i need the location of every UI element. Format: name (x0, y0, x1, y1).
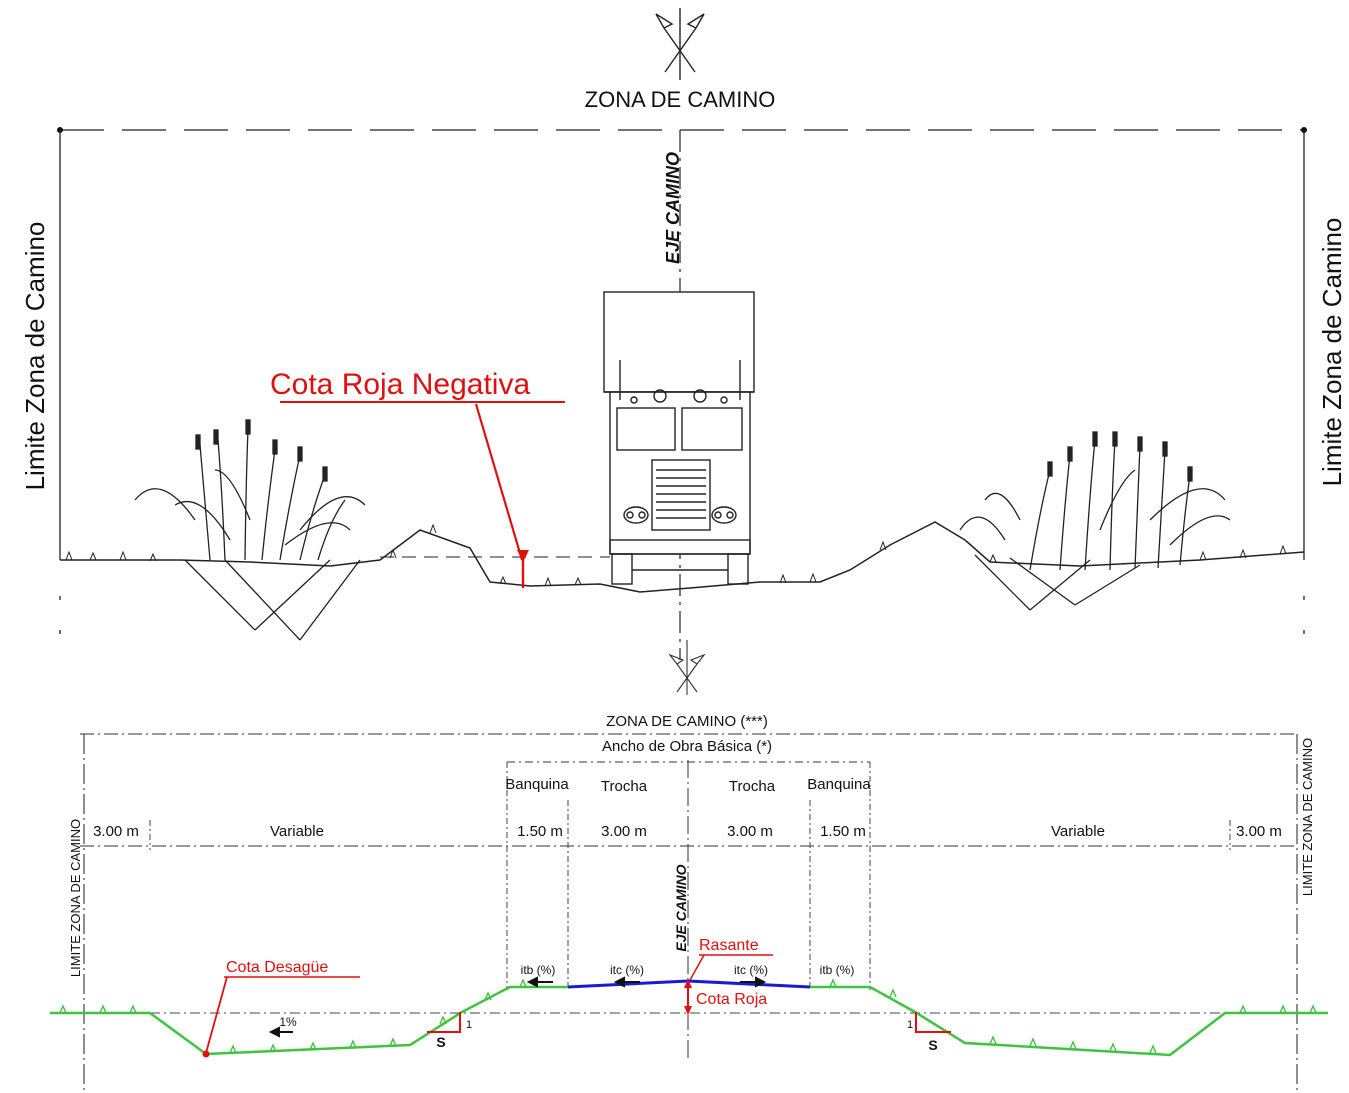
itc-left-label: itc (%) (610, 963, 644, 977)
banquina-left-label: Banquina (505, 776, 569, 793)
bottom-subtitle: Ancho de Obra Básica (*) (602, 738, 772, 755)
itc-right-label: itc (%) (734, 963, 768, 977)
cota-roja-negativa-leader (474, 403, 524, 561)
dim-right-variable: Variable (1051, 823, 1105, 840)
left-slope-rise: 1 (466, 1019, 472, 1031)
rasante-leader (689, 954, 705, 981)
right-slope-triangle (915, 1012, 951, 1033)
dim-right-banquina: 1.50 m (820, 823, 866, 840)
trocha-left-label: Trocha (601, 778, 648, 795)
band-reference-lines (149, 762, 1231, 990)
dim-left-variable: Variable (270, 823, 324, 840)
cota-roja-arrowhead-top (684, 979, 692, 988)
top-grass-tufts (65, 523, 1287, 587)
right-slope-rise: 1 (907, 1019, 913, 1031)
dim-right-trocha: 3.00 m (727, 823, 773, 840)
bottom-grass-tufts (59, 978, 1317, 1054)
dim-right-edge: 3.00 m (1236, 823, 1282, 840)
cota-desague-leader (205, 976, 228, 1054)
bottom-title: ZONA DE CAMINO (***) (606, 713, 768, 730)
itb-right-label: itb (%) (820, 963, 855, 977)
cota-roja-negativa-arrowhead (517, 550, 529, 562)
top-left-limit-label: Limite Zona de Camino (20, 222, 50, 491)
bottom-axis-label: EJE CAMINO (673, 864, 689, 951)
top-section: ZONA DE CAMINO Limite Zona de Camino Lim… (20, 8, 1347, 660)
bottom-section: ZONA DE CAMINO (***) Ancho de Obra Básic… (50, 640, 1328, 1093)
dim-left-trocha: 3.00 m (601, 823, 647, 840)
banquina-right-label: Banquina (807, 776, 871, 793)
cota-roja-label: Cota Roja (696, 991, 767, 1008)
right-slope-run: S (928, 1037, 937, 1053)
slope-arrows (268, 976, 767, 1038)
trocha-right-label: Trocha (729, 778, 776, 795)
rasante-label: Rasante (699, 937, 759, 954)
cota-roja-negativa-label: Cota Roja Negativa (270, 368, 530, 401)
left-slope-triangle (427, 1012, 461, 1033)
dim-left-banquina: 1.50 m (517, 823, 563, 840)
top-axis-label: EJE CAMINO (663, 152, 683, 264)
left-reeds-illustration (134, 419, 366, 641)
cota-roja-arrowhead-bottom (684, 1006, 692, 1015)
small-north-arrow-icon (668, 640, 706, 695)
right-reeds-illustration (959, 431, 1231, 611)
dim-left-edge: 3.00 m (93, 823, 139, 840)
left-slope-run: S (436, 1034, 445, 1050)
bottom-terrain-profile (50, 985, 1328, 1057)
itb-left-label: itb (%) (521, 963, 556, 977)
north-arrow-icon (655, 8, 705, 80)
bottom-right-limit-label: LIMITE ZONA DE CAMINO (1300, 738, 1315, 896)
bottom-left-limit-label: LIMITE ZONA DE CAMINO (68, 819, 83, 977)
cota-desague-point (202, 1050, 210, 1058)
cota-desague-label: Cota Desagüe (226, 959, 328, 976)
terrain-profile (60, 521, 1305, 593)
top-title: ZONA DE CAMINO (585, 87, 776, 112)
top-right-limit-label: Limite Zona de Camino (1317, 218, 1347, 487)
truck-front-illustration (603, 291, 755, 585)
ditch-slope-label: 1% (279, 1015, 297, 1029)
